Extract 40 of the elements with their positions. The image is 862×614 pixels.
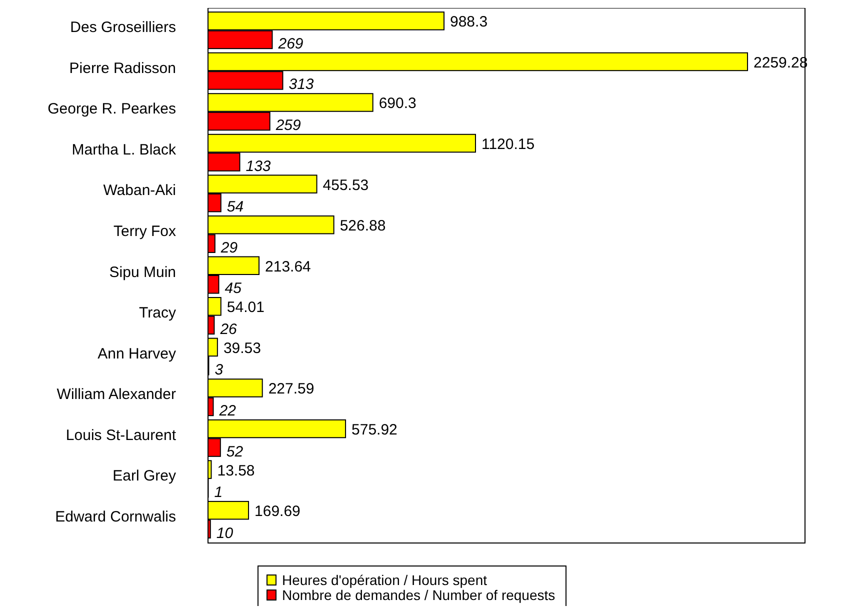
- data-label: 1: [214, 484, 223, 502]
- data-label: 10: [216, 524, 234, 542]
- data-label: 39.53: [223, 340, 261, 357]
- y-tick-label: Des Groseilliers: [70, 19, 176, 36]
- y-tick-label: Tracy: [139, 304, 176, 322]
- y-tick-label: Waban-Aki: [103, 182, 176, 200]
- y-tick-label: Edward Cornwalis: [55, 508, 176, 526]
- y-tick-label: Ann Harvey: [98, 345, 176, 362]
- y-tick-label: Martha L. Black: [72, 141, 176, 158]
- legend-label: Nombre de demandes / Number of requests: [282, 586, 556, 603]
- data-label: 54.01: [226, 299, 264, 316]
- data-label: 45: [224, 280, 242, 298]
- data-label: 3: [214, 362, 224, 379]
- data-label: 1120.15: [481, 136, 535, 154]
- y-tick-label: William Alexander: [56, 386, 176, 404]
- y-tick-label: Louis St-Laurent: [66, 426, 177, 444]
- data-label: 526.88: [340, 218, 386, 235]
- data-label: 22: [218, 402, 237, 420]
- data-label: 988.3: [450, 14, 488, 31]
- data-label: 26: [219, 320, 238, 338]
- data-label: 29: [220, 239, 238, 256]
- y-tick-label: Earl Grey: [112, 468, 176, 485]
- data-label: 227.59: [268, 380, 314, 398]
- data-label: 259: [274, 116, 302, 134]
- data-label: 213.64: [265, 258, 311, 276]
- y-tick-label: Terry Fox: [113, 222, 176, 240]
- y-tick-label: George R. Pearkes: [48, 100, 176, 118]
- legend-label: Heures d'opération / Hours spent: [282, 572, 488, 588]
- data-label: 13.58: [217, 462, 255, 480]
- data-label: 455.53: [322, 176, 369, 194]
- y-tick-label: Sipu Muin: [109, 264, 176, 281]
- data-label: 54: [226, 198, 244, 216]
- data-label: 169.69: [254, 503, 300, 520]
- data-label: 690.3: [378, 95, 416, 112]
- data-label: 313: [288, 76, 314, 94]
- y-tick-label: Pierre Radisson: [69, 60, 176, 77]
- data-label: 575.92: [352, 422, 398, 439]
- data-label: 52: [226, 443, 244, 460]
- data-label: 269: [277, 35, 304, 52]
- data-label: 133: [246, 158, 272, 175]
